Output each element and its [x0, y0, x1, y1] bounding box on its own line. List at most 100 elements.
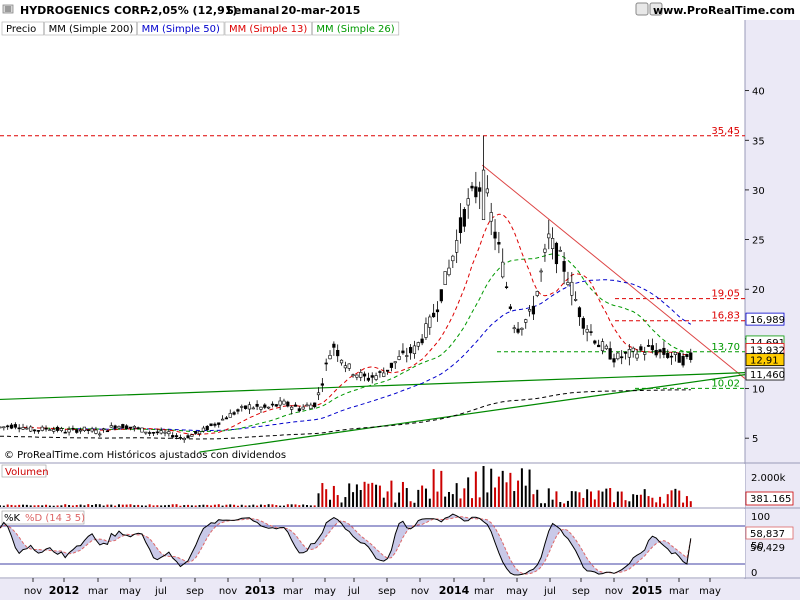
- candle-body: [462, 209, 466, 227]
- candle-body: [374, 375, 378, 380]
- candle-body: [220, 418, 225, 421]
- window-controls[interactable]: [635, 2, 663, 16]
- candle-body: [286, 401, 290, 407]
- volume-bar: [574, 491, 577, 507]
- candle-body: [32, 429, 37, 432]
- candle-body: [36, 430, 40, 432]
- candle-body: [328, 355, 332, 360]
- candle-body: [666, 352, 670, 358]
- volume-bar: [605, 488, 608, 507]
- price-panel: [0, 37, 745, 462]
- volume-bar: [517, 480, 520, 507]
- volume-bar: [674, 488, 677, 507]
- volume-bar: [183, 505, 186, 507]
- volume-bar: [536, 489, 539, 507]
- candle-body: [600, 341, 605, 352]
- candle-body: [247, 404, 252, 410]
- volume-bar: [647, 496, 650, 507]
- volume-bar: [267, 504, 270, 507]
- x-tick-3: may: [119, 586, 141, 597]
- legend-item-3[interactable]: MM (Simple 13): [229, 24, 307, 35]
- candle-body: [673, 352, 678, 355]
- legend-item-4[interactable]: MM (Simple 26): [316, 24, 394, 35]
- site-url[interactable]: www.ProRealTime.com: [653, 4, 795, 17]
- volume-bar: [217, 504, 220, 507]
- candle-body: [669, 355, 674, 358]
- candle-body: [612, 358, 616, 363]
- x-tick-4: jul: [154, 586, 167, 597]
- volume-bar: [578, 492, 581, 507]
- candle-body: [320, 383, 324, 386]
- candle-body: [639, 346, 643, 351]
- menu-icon[interactable]: [2, 4, 14, 14]
- volume-bar: [125, 504, 128, 507]
- volume-bar: [405, 488, 408, 507]
- candle-body: [201, 427, 205, 432]
- volume-bar: [432, 469, 435, 507]
- candle-body: [113, 425, 117, 429]
- downtrend-line: [481, 164, 746, 379]
- candle-body: [125, 425, 129, 430]
- volume-bar: [482, 466, 485, 507]
- volume-bar: [620, 491, 623, 507]
- x-tick-20: mar: [669, 586, 690, 597]
- volume-bar: [236, 505, 239, 507]
- level-label-1: 19,05: [711, 289, 740, 300]
- volume-label: Volumen: [5, 467, 49, 478]
- volume-bar: [110, 504, 113, 507]
- volume-bar: [382, 497, 385, 507]
- candle-body: [67, 429, 71, 433]
- candle-body: [478, 187, 482, 192]
- volume-bar: [678, 490, 681, 507]
- volume-bar: [555, 491, 558, 507]
- candle-body: [205, 426, 209, 431]
- volume-bar: [597, 490, 600, 507]
- candle-body: [551, 238, 555, 249]
- volume-bar: [666, 494, 669, 507]
- legend-item-1[interactable]: MM (Simple 200): [49, 24, 134, 35]
- volume-bar: [225, 504, 228, 507]
- x-tick-11: sep: [378, 586, 396, 597]
- candle-body: [405, 355, 409, 357]
- volume-axis-label: 2.000k: [751, 473, 786, 484]
- legend-item-0[interactable]: Precio: [6, 24, 36, 35]
- candle-body: [635, 353, 639, 359]
- candle-body: [259, 406, 263, 410]
- candle-body: [489, 212, 493, 222]
- candle-body: [132, 426, 136, 429]
- candle-body: [554, 242, 559, 265]
- candle-body: [105, 430, 110, 433]
- candle-body: [255, 403, 259, 407]
- value-box-2: 13,932: [750, 345, 785, 356]
- instrument-title: HYDROGENICS CORP.: [20, 4, 150, 17]
- volume-bar: [371, 482, 374, 507]
- candle-body: [604, 345, 608, 350]
- volume-bar: [440, 470, 443, 507]
- volume-bar: [336, 495, 339, 507]
- price-change: -2,05% (12,91): [146, 4, 237, 17]
- volume-bar: [22, 504, 25, 507]
- candle-body: [589, 331, 593, 333]
- volume-bar: [259, 504, 262, 507]
- candle-body: [21, 427, 25, 430]
- volume-bar: [359, 490, 362, 507]
- ma-200-line: [0, 389, 691, 440]
- candle-body: [232, 412, 236, 415]
- stoch-tick-50: 50: [751, 541, 764, 552]
- candle-body: [224, 417, 229, 420]
- price-tick-35: 35: [752, 136, 765, 147]
- volume-bar: [33, 505, 36, 507]
- level-label-4: 10,02: [711, 378, 740, 389]
- candle-body: [75, 429, 79, 433]
- candle-body: [416, 342, 420, 347]
- volume-bar: [75, 504, 78, 507]
- candle-body: [48, 429, 52, 432]
- legend-item-2[interactable]: MM (Simple 50): [142, 24, 220, 35]
- x-tick-21: may: [699, 586, 721, 597]
- candle-body: [267, 406, 271, 409]
- volume-bar: [486, 492, 489, 507]
- candle-body: [55, 426, 60, 431]
- volume-bar: [689, 501, 692, 507]
- volume-bar: [244, 505, 247, 507]
- candle-body: [516, 328, 520, 333]
